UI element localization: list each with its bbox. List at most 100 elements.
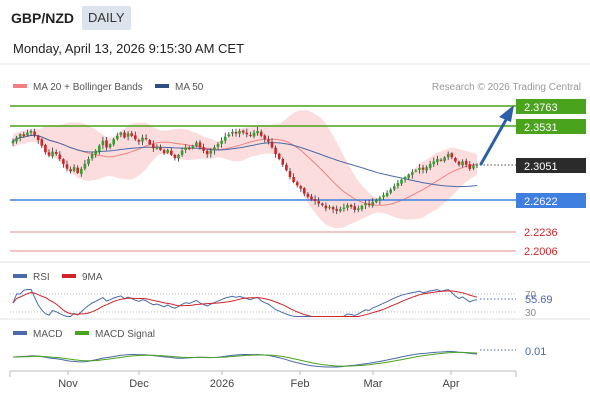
candle-body (173, 155, 177, 159)
resistance-2-label: 2.3763 (524, 102, 558, 114)
candlesticks (11, 127, 479, 214)
candle-body (231, 131, 234, 134)
candle-body (44, 145, 47, 153)
candle-body (446, 154, 450, 158)
chart-datetime: Monday, April 13, 2026 9:15:30 AM CET (13, 41, 245, 56)
macd-legend-label: MACD (33, 329, 62, 340)
candle-body (274, 147, 277, 154)
candle-body (223, 136, 227, 141)
candle-body (184, 147, 187, 150)
candle-body (411, 172, 414, 175)
time-label-nov: Nov (58, 378, 78, 390)
candle-body (202, 147, 205, 151)
ma20-legend-label: MA 20 + Bollinger Bands (33, 82, 143, 93)
rsi-ma-line (12, 290, 478, 317)
candle-body (54, 152, 58, 154)
timeframe-badge[interactable]: DAILY (82, 6, 131, 30)
candle-body (76, 167, 79, 173)
candle-body (94, 150, 97, 155)
projection-arrow-head (499, 105, 514, 122)
candle-body (418, 168, 421, 170)
candle-body (432, 161, 436, 165)
candle-body (90, 154, 94, 159)
candle-body (385, 192, 389, 196)
candle-body (209, 150, 213, 154)
candle-body (51, 151, 54, 157)
rsi-legend-swatch (13, 274, 27, 278)
candle-body (198, 142, 202, 148)
resistance-2-label-bg (516, 99, 586, 114)
candle-body (353, 206, 356, 210)
candle-body (321, 203, 324, 206)
resistance-1-label: 2.3531 (524, 122, 558, 134)
candle-body (238, 131, 241, 134)
time-label-dec: Dec (129, 378, 149, 390)
candle-body (180, 150, 184, 155)
candle-body (101, 140, 105, 146)
candle-body (299, 186, 303, 189)
candle-body (18, 134, 22, 138)
resistance-1-label-bg (516, 119, 586, 134)
candle-body (213, 147, 216, 151)
candle-body (80, 168, 83, 174)
candle-body (367, 203, 371, 206)
support-3-label: 2.2006 (524, 246, 558, 258)
candle-body (216, 144, 220, 147)
candle-body (360, 205, 364, 210)
candle-body (267, 139, 270, 142)
price-levels (10, 105, 586, 252)
candle-body (407, 174, 410, 178)
candle-body (205, 150, 209, 155)
ma50-legend-label: MA 50 (175, 82, 204, 93)
candle-body (256, 131, 259, 134)
candle-body (428, 163, 432, 168)
candle-body (331, 207, 335, 210)
rsi-tick-30: 30 (525, 308, 537, 319)
candle-body (83, 163, 87, 169)
candle-body (15, 137, 18, 142)
candle-body (421, 167, 425, 170)
candle-body (152, 144, 155, 149)
macd-line (12, 351, 478, 368)
candle-body (339, 209, 342, 212)
symbol-title: GBP/NZD (11, 10, 74, 26)
candle-body (141, 137, 144, 142)
candle-body (285, 164, 288, 171)
support-1-label-bg (516, 193, 586, 208)
candle-body (11, 140, 15, 144)
main-legend: MA 20 + Bollinger Bands MA 50 Research ©… (13, 82, 581, 93)
candle-body (187, 147, 191, 150)
candle-body (220, 140, 223, 144)
candle-body (36, 135, 40, 140)
candle-body (342, 207, 346, 209)
candle-body (22, 134, 26, 136)
candle-body (335, 209, 338, 211)
candle-body (288, 171, 292, 178)
candle-body (310, 196, 313, 200)
rsi-legend-label: RSI (33, 272, 50, 283)
candle-body (468, 164, 472, 169)
ma20-legend-swatch (13, 84, 27, 88)
price-labels: 2.3763 2.3531 2.3051 2.2622 2.2236 2.200… (516, 99, 586, 258)
candle-body (123, 132, 126, 138)
candle-body (472, 165, 475, 169)
candle-body (148, 140, 151, 145)
last-price-label-bg (516, 158, 586, 173)
candle-body (306, 193, 310, 197)
candle-body (65, 164, 69, 169)
candle-body (349, 205, 353, 207)
ma20-line (12, 134, 478, 206)
candle-body (375, 200, 378, 203)
rsi-panel: RSI 9MA 70 30 55.69 (10, 272, 553, 319)
candle-body (116, 135, 119, 139)
ma50-legend-swatch (155, 84, 169, 88)
candle-body (69, 169, 72, 172)
candle-body (403, 177, 407, 180)
candle-body (439, 159, 443, 161)
rsi-tick-70: 70 (525, 290, 537, 301)
candle-body (249, 134, 252, 136)
candle-body (87, 159, 90, 164)
candle-body (29, 131, 33, 133)
candle-body (450, 153, 454, 158)
